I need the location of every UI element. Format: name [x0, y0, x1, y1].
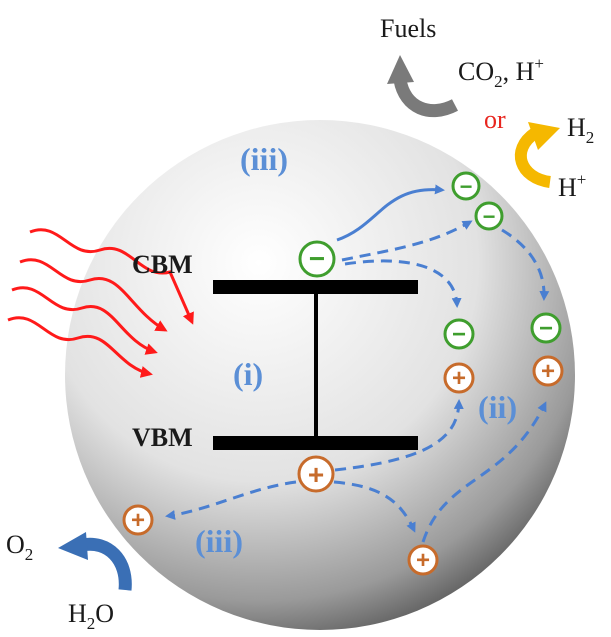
cbm-label: CBM — [132, 250, 193, 279]
hole-separated-1: + — [443, 362, 475, 394]
svg-text:+: + — [452, 365, 466, 392]
hole-to-surface-arrow — [165, 480, 297, 520]
h2o-label: H2O — [68, 599, 114, 633]
curved-arrow-icon — [514, 122, 560, 188]
hole-surface-left: + — [122, 504, 154, 536]
light-wave-icon — [7, 228, 194, 378]
vbm-band-line — [213, 436, 418, 450]
svg-text:+: + — [308, 459, 324, 490]
or-label: or — [484, 105, 506, 134]
svg-text:−: − — [483, 204, 496, 229]
h2-label: H2 — [567, 113, 594, 147]
electron-separated-2: − — [530, 312, 562, 344]
hole-vbm: + — [297, 455, 335, 493]
hplus-label: H+ — [558, 170, 586, 202]
curved-arrow-icon — [58, 532, 132, 591]
co2-hplus-label: CO2, H+ — [458, 54, 544, 91]
electron-separated-1: − — [443, 318, 475, 350]
svg-text:−: − — [539, 315, 553, 342]
electron-migration-arrow-2 — [344, 259, 462, 308]
svg-text:+: + — [541, 358, 555, 385]
electron-cbm: − — [298, 240, 336, 278]
hole-migration-arrow-3 — [421, 401, 547, 543]
step-reaction-bottom-label: (iii) — [195, 523, 243, 559]
svg-text:+: + — [416, 547, 430, 574]
electron-surface-top: − — [451, 171, 481, 201]
fuels-label: Fuels — [380, 14, 436, 43]
step-separation-label: (ii) — [478, 389, 517, 425]
step-reaction-top-label: (iii) — [240, 141, 288, 177]
hole-migration-arrow-2 — [333, 480, 416, 533]
particle-sphere — [65, 120, 575, 630]
svg-text:−: − — [309, 243, 325, 274]
curved-arrow-icon — [387, 55, 458, 118]
hole-bottom: + — [407, 544, 439, 576]
vbm-label: VBM — [132, 423, 193, 452]
svg-text:+: + — [131, 507, 145, 534]
svg-text:−: − — [452, 321, 466, 348]
electron-surface-right: − — [474, 201, 504, 231]
step-absorption-label: (i) — [233, 356, 263, 392]
electron-migration-arrow-3 — [501, 228, 550, 301]
hole-separated-2: + — [532, 355, 564, 387]
svg-text:−: − — [460, 174, 473, 199]
electron-to-surface-arrow — [336, 184, 445, 242]
hole-migration-arrow-1 — [334, 399, 464, 472]
o2-label: O2 — [6, 530, 33, 564]
